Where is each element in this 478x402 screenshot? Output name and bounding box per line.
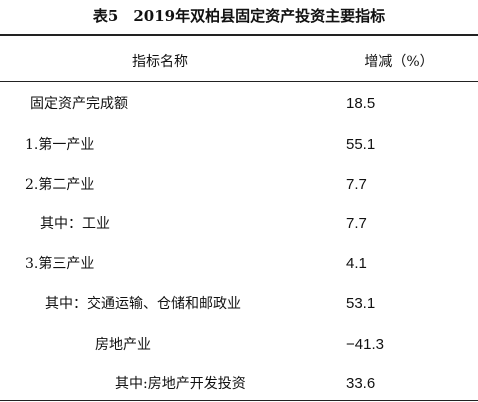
- row-value: 7.7: [346, 215, 367, 232]
- table-title: 表5 2019年双柏县固定资产投资主要指标: [92, 7, 386, 25]
- row-label: 其中：工业: [40, 216, 110, 232]
- header-rule: [0, 81, 478, 82]
- row-value: 4.1: [346, 255, 367, 272]
- row-label: 1.第一产业: [25, 137, 95, 153]
- row-value: −41.3: [346, 336, 384, 353]
- row-value: 7.7: [346, 176, 367, 193]
- row-value: 55.1: [346, 136, 376, 153]
- header-cell: 指标名称: [132, 54, 188, 70]
- row-label: 房地产业: [95, 337, 151, 353]
- row-value: 33.6: [346, 375, 376, 392]
- row-label: 其中:房地产开发投资: [115, 376, 246, 392]
- bottom-rule: [0, 400, 478, 401]
- row-label: 固定资产完成额: [30, 96, 128, 112]
- row-label: 2.第二产业: [25, 177, 95, 193]
- row-label: 其中：交通运输、仓储和邮政业: [45, 296, 241, 312]
- top-rule: [0, 34, 478, 36]
- row-label: 3.第三产业: [25, 256, 95, 272]
- row-value: 18.5: [346, 95, 376, 112]
- row-value: 53.1: [346, 295, 376, 312]
- header-cell: 增减（%）: [364, 54, 434, 70]
